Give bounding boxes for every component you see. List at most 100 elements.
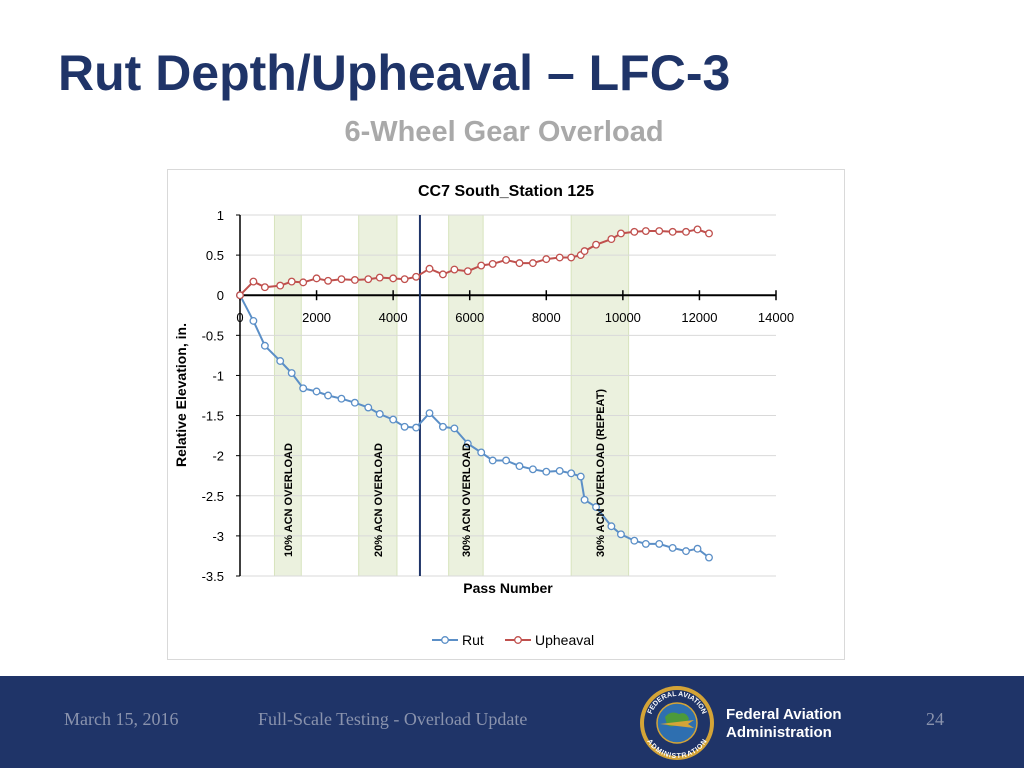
overload-band-label-4: 30% ACN OVERLOAD (REPEAT) — [595, 389, 607, 557]
rut-point — [463, 439, 472, 448]
upheaval-point — [276, 281, 285, 290]
x-tick-label: 0 — [236, 310, 243, 325]
rut-point — [682, 547, 690, 556]
rut-point — [324, 391, 333, 400]
upheaval-point — [477, 261, 486, 270]
rut-point — [389, 415, 398, 424]
upheaval-point — [425, 264, 434, 273]
slide-subtitle: 6-Wheel Gear Overload — [344, 116, 664, 148]
upheaval-point — [324, 276, 333, 285]
rut-point — [438, 422, 447, 431]
chart-title: CC7 South_Station 125 — [418, 183, 594, 200]
rut-upheaval-chart: 1 0.5 0 -0.5 -1 -1.5 -2 -2.5 -3 -3.5 0 2000 4000 6000… — [173, 183, 794, 648]
upheaval-point — [350, 276, 359, 284]
legend-rut-marker — [441, 636, 449, 644]
upheaval-point — [236, 291, 244, 300]
rut-point — [502, 456, 511, 465]
x-axis-label: Pass Number — [463, 580, 553, 596]
upheaval-point — [542, 255, 551, 264]
rut-point — [555, 466, 564, 475]
rut-point — [299, 384, 308, 393]
upheaval-point — [260, 283, 269, 292]
footer-bar: March 15, 2016 Full-Scale Testing - Over… — [0, 676, 1024, 768]
x-tick-label: 8000 — [532, 310, 561, 325]
rut-point — [705, 553, 713, 562]
faa-seal-icon: FEDERAL AVIATION ADMINISTRATION — [640, 686, 714, 760]
x-tick-label: 6000 — [455, 310, 484, 325]
upheaval-point — [555, 253, 564, 262]
upheaval-point — [375, 273, 384, 282]
upheaval-point — [312, 274, 321, 283]
footer-title: Full-Scale Testing - Overload Update — [258, 709, 528, 729]
overload-band-label-1: 10% ACN OVERLOAD — [283, 443, 295, 557]
upheaval-point — [607, 235, 616, 244]
x-tick-label: 2000 — [302, 310, 331, 325]
x-tick-label: 12000 — [681, 310, 717, 325]
y-tick-label: 0 — [217, 288, 224, 303]
legend-rut-label: Rut — [462, 632, 484, 648]
y-tick-label: -3.5 — [202, 569, 224, 584]
upheaval-point — [389, 274, 398, 283]
upheaval-point — [592, 240, 601, 249]
x-tick-label: 14000 — [758, 310, 794, 325]
upheaval-point — [299, 278, 308, 287]
upheaval-point — [364, 275, 373, 284]
rut-point — [312, 387, 321, 396]
rut-point — [350, 398, 359, 407]
upheaval-point — [450, 265, 459, 274]
overload-band-label-2: 20% ACN OVERLOAD — [373, 443, 385, 557]
upheaval-point — [400, 275, 409, 284]
rut-point — [412, 423, 421, 432]
y-axis-label: Relative Elevation, in. — [173, 323, 189, 467]
rut-point — [580, 495, 589, 504]
upheaval-point — [682, 227, 690, 236]
upheaval-point — [641, 227, 650, 235]
upheaval-point — [668, 227, 677, 236]
rut-point — [630, 536, 639, 545]
chart-container: 1 0.5 0 -0.5 -1 -1.5 -2 -2.5 -3 -3.5 0 2000 4000 6000… — [167, 169, 845, 660]
rut-point — [400, 422, 409, 431]
agency-name: Federal Aviation Administration — [726, 706, 842, 742]
rut-point — [576, 472, 585, 481]
rut-point — [592, 503, 601, 511]
y-tick-label: 0.5 — [206, 248, 224, 263]
rut-point — [477, 448, 486, 457]
rut-point — [693, 544, 702, 553]
upheaval-point — [705, 229, 713, 238]
rut-point — [528, 465, 537, 474]
upheaval-point — [488, 259, 497, 268]
rut-point — [488, 456, 497, 465]
agency-name-line2: Administration — [726, 724, 832, 741]
upheaval-point — [580, 247, 589, 256]
upheaval-point — [630, 227, 639, 236]
legend-upheaval-marker — [514, 636, 522, 644]
overload-band-label-3: 30% ACN OVERLOAD — [461, 443, 473, 557]
y-tick-label: -0.5 — [202, 328, 224, 343]
y-tick-label: -2.5 — [202, 489, 224, 504]
upheaval-point — [337, 275, 346, 284]
overload-band-4 — [570, 214, 630, 577]
rut-point — [337, 394, 346, 403]
upheaval-point — [249, 277, 258, 286]
page-number: 24 — [926, 709, 944, 729]
upheaval-point — [616, 229, 625, 238]
agency-name-line1: Federal Aviation — [726, 706, 842, 723]
rut-point — [450, 424, 459, 433]
rut-point — [542, 467, 551, 476]
upheaval-point — [287, 277, 296, 286]
upheaval-point — [438, 270, 447, 279]
upheaval-point — [502, 255, 511, 264]
rut-point — [425, 409, 434, 418]
x-tick-label: 10000 — [605, 310, 641, 325]
rut-point — [249, 316, 258, 325]
rut-point — [641, 539, 650, 548]
rut-point — [375, 410, 384, 418]
rut-point — [607, 522, 616, 531]
rut-point — [655, 539, 664, 548]
upheaval-point — [412, 272, 421, 281]
chart-legend: Rut Upheaval — [432, 632, 594, 648]
overload-band-1 — [273, 214, 302, 577]
y-tick-label: -1.5 — [202, 409, 224, 424]
upheaval-point — [528, 259, 537, 268]
rut-point — [364, 403, 373, 412]
